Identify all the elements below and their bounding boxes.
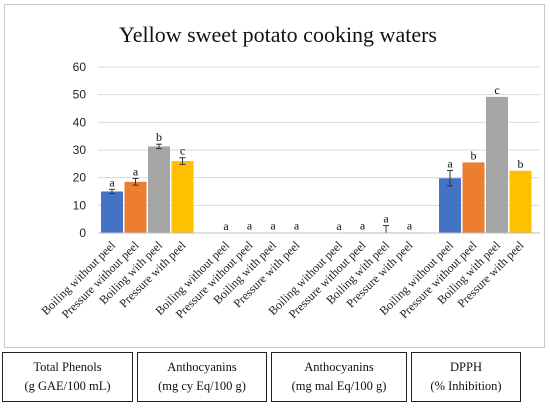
significance-letter: a bbox=[223, 219, 229, 233]
group-label-cell-3: Anthocyanins (mg mal Eq/100 g) bbox=[271, 352, 407, 402]
bar bbox=[171, 161, 194, 233]
error-bars bbox=[109, 143, 453, 234]
bar bbox=[101, 191, 123, 233]
group-label-line1: DPPH bbox=[450, 360, 482, 374]
group-label-line1: Total Phenols bbox=[33, 360, 102, 374]
group-label-line2: (% Inhibition) bbox=[430, 379, 502, 393]
chart-title: Yellow sweet potato cooking waters bbox=[119, 22, 437, 47]
y-tick-label: 60 bbox=[73, 60, 87, 74]
significance-letter: b bbox=[471, 148, 477, 162]
significance-letter: c bbox=[494, 83, 499, 97]
group-label-line2: (mg mal Eq/100 g) bbox=[291, 379, 387, 393]
bar bbox=[148, 146, 170, 233]
significance-letter: a bbox=[294, 219, 300, 233]
group-labels-table: Total Phenols (g GAE/100 mL) Anthocyanin… bbox=[0, 352, 550, 404]
group-label-line1: Anthocyanins bbox=[304, 360, 374, 374]
y-tick-label: 0 bbox=[79, 226, 86, 240]
significance-letter: a bbox=[336, 219, 342, 233]
significance-letter: c bbox=[180, 144, 185, 158]
y-tick-label: 20 bbox=[73, 171, 87, 185]
group-label-line2: (mg cy Eq/100 g) bbox=[158, 379, 246, 393]
bars bbox=[101, 96, 532, 233]
significance-letter: a bbox=[270, 219, 276, 233]
significance-letters: a a b c a a a a a a a a a b c b bbox=[109, 83, 523, 233]
bar bbox=[509, 170, 532, 233]
significance-letter: a bbox=[383, 212, 389, 226]
bar-chart: Yellow sweet potato cooking waters 0 10 20… bbox=[38, 22, 540, 321]
significance-letter: a bbox=[247, 219, 253, 233]
significance-letter: a bbox=[109, 175, 115, 189]
y-tick-label: 10 bbox=[73, 198, 87, 212]
significance-letter: a bbox=[133, 164, 139, 178]
group-label-line2: (g GAE/100 mL) bbox=[24, 379, 111, 393]
y-axis-ticks: 0 10 20 30 40 50 60 bbox=[73, 60, 87, 240]
chart-frame bbox=[4, 4, 545, 348]
group-label-line1: Anthocyanins bbox=[167, 360, 237, 374]
group-label-cell-1: Total Phenols (g GAE/100 mL) bbox=[2, 352, 133, 402]
y-tick-label: 40 bbox=[73, 115, 87, 129]
significance-letter: a bbox=[407, 218, 413, 232]
bar bbox=[462, 162, 485, 233]
bar bbox=[486, 96, 508, 233]
bar bbox=[439, 178, 461, 233]
y-tick-label: 50 bbox=[73, 88, 87, 102]
significance-letter: b bbox=[518, 157, 524, 171]
significance-letter: b bbox=[156, 130, 162, 144]
bar bbox=[124, 181, 147, 233]
group-label-cell-2: Anthocyanins (mg cy Eq/100 g) bbox=[137, 352, 267, 402]
y-tick-label: 30 bbox=[73, 143, 87, 157]
group-label-cell-4: DPPH (% Inhibition) bbox=[411, 352, 521, 402]
significance-letter: a bbox=[447, 156, 453, 170]
significance-letter: a bbox=[360, 218, 366, 232]
